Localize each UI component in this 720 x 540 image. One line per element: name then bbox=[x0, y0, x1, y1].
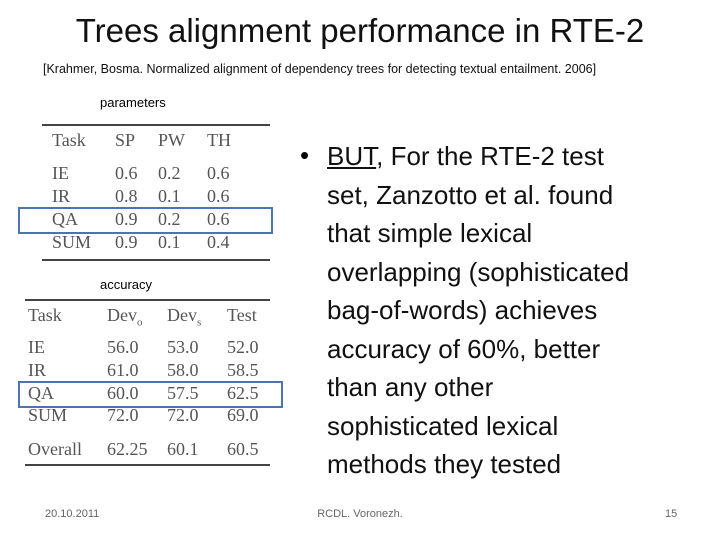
bullet-line: than any other bbox=[327, 372, 493, 403]
bullet-line: BUT, For the RTE-2 test bbox=[327, 141, 604, 172]
line-text: than any other bbox=[327, 372, 494, 402]
header-text: Dev bbox=[167, 305, 197, 325]
header-text: Dev bbox=[107, 305, 137, 325]
table-cell: SUM bbox=[52, 232, 92, 252]
highlight-box bbox=[18, 207, 273, 234]
page-number: 15 bbox=[665, 508, 678, 520]
rule bbox=[25, 299, 270, 301]
rule bbox=[42, 259, 270, 261]
table-cell: 0.8 bbox=[115, 186, 138, 206]
table-cell: 72.0 bbox=[167, 405, 199, 425]
table-cell: QA bbox=[52, 209, 78, 229]
line-text: bag-of-words) achieves bbox=[327, 295, 598, 325]
column-header: TH bbox=[207, 130, 231, 150]
line-text: sophisticated lexical bbox=[327, 410, 559, 441]
table-label: accuracy bbox=[100, 277, 153, 292]
underlined-word: BUT bbox=[327, 141, 377, 171]
bullet-line: methods they tested bbox=[327, 449, 561, 480]
table-cell: 60.5 bbox=[227, 439, 259, 459]
table-cell: 0.2 bbox=[158, 163, 181, 183]
table-cell: 69.0 bbox=[227, 405, 259, 425]
column-header: Task bbox=[28, 305, 62, 326]
column-header: PW bbox=[158, 130, 185, 150]
table-cell: SUM bbox=[28, 405, 68, 425]
bullet-line: bag-of-words) achieves bbox=[327, 295, 597, 326]
table-cell: 0.1 bbox=[158, 232, 181, 252]
table-cell: 62.5 bbox=[227, 383, 259, 403]
line-text: accuracy of 60%, better bbox=[327, 333, 601, 364]
column-header: Task bbox=[52, 130, 86, 150]
table-cell: 0.6 bbox=[207, 209, 230, 229]
rule bbox=[25, 464, 270, 466]
table-cell: 0.9 bbox=[115, 209, 138, 229]
table-cell: 57.5 bbox=[167, 383, 199, 403]
table-cell: 62.25 bbox=[107, 439, 148, 459]
citation: [Krahmer, Bosma. Normalized alignment of… bbox=[43, 62, 597, 76]
line-text: overlapping (sophisticated bbox=[327, 256, 630, 287]
line-text: set, Zanzotto et al. found bbox=[327, 179, 614, 210]
table-cell: 0.6 bbox=[207, 186, 230, 206]
table-cell: 72.0 bbox=[107, 405, 139, 425]
table-cell: 0.9 bbox=[115, 232, 138, 252]
title: Trees alignment performance in RTE-2 bbox=[75, 12, 645, 49]
table-cell: IR bbox=[52, 186, 70, 206]
footer-venue: RCDL. Voronezh. bbox=[317, 508, 403, 520]
table-cell: 60.0 bbox=[107, 383, 139, 403]
header-text: Test bbox=[227, 305, 257, 325]
bullet-line: overlapping (sophisticated bbox=[327, 257, 629, 288]
line-text: methods they tested bbox=[327, 449, 562, 479]
header-subscript: o bbox=[137, 316, 143, 329]
bullet-line: sophisticated lexical bbox=[327, 411, 558, 442]
header-subscript: s bbox=[197, 316, 202, 329]
highlight-box bbox=[18, 381, 283, 408]
table-cell: 0.6 bbox=[115, 163, 138, 183]
bullet-line: that simple lexical bbox=[327, 218, 532, 249]
table-cell: 53.0 bbox=[167, 337, 199, 357]
column-header: Test bbox=[227, 305, 257, 326]
table-cell: 61.0 bbox=[107, 360, 139, 380]
column-header: Devs bbox=[167, 305, 201, 329]
table-cell: IE bbox=[28, 337, 45, 357]
table-cell: 60.1 bbox=[167, 439, 199, 459]
table-label: parameters bbox=[100, 95, 166, 110]
table-cell: 0.2 bbox=[158, 209, 181, 229]
rule bbox=[42, 124, 270, 126]
line-text: , For the RTE-2 test bbox=[376, 141, 604, 171]
table-cell: 58.5 bbox=[227, 360, 259, 380]
header-text: Task bbox=[28, 305, 62, 325]
table-cell: 56.0 bbox=[107, 337, 139, 357]
table-cell: 0.1 bbox=[158, 186, 181, 206]
table-cell: IE bbox=[52, 163, 69, 183]
line-text: that simple lexical bbox=[327, 218, 533, 248]
table-cell: QA bbox=[28, 383, 54, 403]
table-cell: IR bbox=[28, 360, 46, 380]
table-cell: Overall bbox=[28, 439, 82, 459]
table-cell: 0.6 bbox=[207, 163, 230, 183]
table-cell: 58.0 bbox=[167, 360, 199, 380]
column-header: SP bbox=[115, 130, 136, 150]
footer-date: 20.10.2011 bbox=[45, 508, 100, 520]
bullet-line: set, Zanzotto et al. found bbox=[327, 180, 613, 211]
table-cell: 52.0 bbox=[227, 337, 259, 357]
bullet-dot: • bbox=[300, 140, 310, 170]
bullet-line: accuracy of 60%, better bbox=[327, 334, 600, 365]
column-header: Devo bbox=[107, 305, 143, 329]
table-cell: 0.4 bbox=[207, 232, 230, 252]
